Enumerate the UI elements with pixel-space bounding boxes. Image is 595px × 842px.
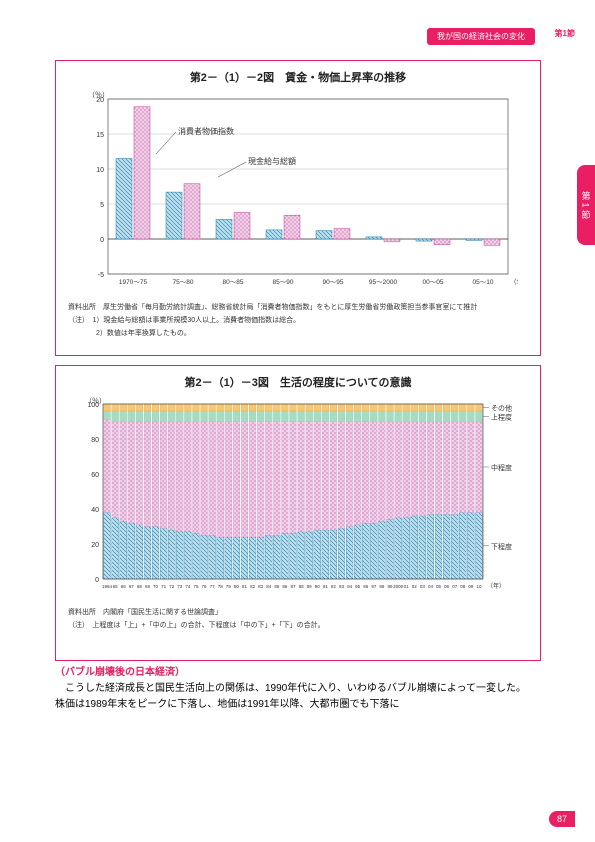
svg-text:現金給与総額: 現金給与総額 — [248, 156, 296, 166]
svg-text:09: 09 — [468, 584, 474, 589]
svg-text:1970～75: 1970～75 — [119, 279, 148, 286]
svg-text:98: 98 — [379, 584, 385, 589]
svg-text:69: 69 — [145, 584, 151, 589]
svg-text:79: 79 — [226, 584, 232, 589]
svg-text:83: 83 — [258, 584, 264, 589]
svg-text:71: 71 — [161, 584, 167, 589]
svg-text:下程度: 下程度 — [491, 542, 512, 551]
svg-text:2000: 2000 — [393, 584, 404, 589]
svg-text:87: 87 — [290, 584, 296, 589]
svg-text:95: 95 — [355, 584, 361, 589]
chart-1-note-2: 2）数値は年率換算したもの。 — [68, 329, 528, 338]
svg-text:74: 74 — [185, 584, 191, 589]
chart-1-source: 資料出所 厚生労働省「毎月勤労統計調査」、総務省統計局「消費者物価指数」をもとに… — [68, 303, 528, 312]
svg-text:85～90: 85～90 — [273, 279, 294, 286]
svg-text:07: 07 — [452, 584, 458, 589]
svg-text:92: 92 — [331, 584, 337, 589]
svg-text:94: 94 — [347, 584, 353, 589]
page-number: 87 — [549, 811, 575, 827]
svg-text:80: 80 — [91, 437, 99, 444]
svg-text:08: 08 — [460, 584, 466, 589]
svg-text:01: 01 — [404, 584, 410, 589]
svg-text:91: 91 — [323, 584, 329, 589]
sub-heading: （バブル崩壊後の日本経済） — [55, 665, 535, 681]
svg-text:89: 89 — [307, 584, 313, 589]
svg-text:67: 67 — [129, 584, 135, 589]
svg-text:82: 82 — [250, 584, 256, 589]
svg-text:75～80: 75～80 — [173, 279, 194, 286]
svg-text:76: 76 — [202, 584, 208, 589]
chart-2-box: 第2－（1）－3図 生活の程度についての意識 （％）02040608010019… — [55, 365, 541, 661]
chart-1-note-1: （注） 1）現金給与総額は事業所規模30人以上。消費者物価指数は総合。 — [68, 316, 528, 325]
svg-text:20: 20 — [91, 542, 99, 549]
svg-text:90: 90 — [315, 584, 321, 589]
svg-text:77: 77 — [210, 584, 216, 589]
svg-text:60: 60 — [91, 472, 99, 479]
svg-text:消費者物価指数: 消費者物価指数 — [178, 126, 234, 136]
chart-1-svg: （％）-5051015201970～7575～8080～8585～9090～95… — [68, 89, 518, 299]
svg-text:85: 85 — [274, 584, 280, 589]
svg-text:86: 86 — [282, 584, 288, 589]
svg-text:78: 78 — [218, 584, 224, 589]
svg-text:88: 88 — [299, 584, 305, 589]
svg-text:1964: 1964 — [102, 584, 113, 589]
svg-text:93: 93 — [339, 584, 345, 589]
svg-text:（年）: （年） — [510, 277, 518, 286]
svg-text:95～2000: 95～2000 — [369, 279, 398, 286]
svg-text:75: 75 — [193, 584, 199, 589]
header-section: 第1節 — [555, 28, 575, 39]
svg-text:80: 80 — [234, 584, 240, 589]
svg-text:10: 10 — [476, 584, 482, 589]
svg-text:97: 97 — [371, 584, 377, 589]
svg-text:中程度: 中程度 — [491, 463, 512, 472]
svg-text:05～10: 05～10 — [473, 279, 494, 286]
header-tag: 我が国の経済社会の変化 — [427, 28, 535, 45]
svg-text:06: 06 — [444, 584, 450, 589]
svg-text:66: 66 — [121, 584, 127, 589]
svg-text:0: 0 — [100, 237, 104, 244]
chart-2-svg: （％）0204060801001964656667686970717273747… — [68, 394, 518, 604]
svg-text:72: 72 — [169, 584, 175, 589]
svg-text:68: 68 — [137, 584, 143, 589]
chart-1-box: 第2－（1）－2図 賃金・物価上昇率の推移 （％）-5051015201970～… — [55, 60, 541, 356]
svg-text:80～85: 80～85 — [223, 279, 244, 286]
svg-text:81: 81 — [242, 584, 248, 589]
chart-2-source: 資料出所 内閣府「国民生活に関する世論調査」 — [68, 608, 528, 617]
chart-2-title: 第2－（1）－3図 生活の程度についての意識 — [68, 374, 528, 390]
svg-text:00～05: 00～05 — [423, 279, 444, 286]
body-text: （バブル崩壊後の日本経済） こうした経済成長と国民生活向上の関係は、1990年代… — [55, 665, 535, 713]
svg-text:05: 05 — [436, 584, 442, 589]
svg-text:上程度: 上程度 — [491, 412, 512, 421]
svg-text:100: 100 — [87, 402, 99, 409]
svg-text:96: 96 — [363, 584, 369, 589]
chart-2-note: （注） 上程度は「上」+「中の上」の合計、下程度は「中の下」+「下」の合計。 — [68, 621, 528, 630]
svg-text:10: 10 — [96, 167, 104, 174]
side-tab: 第 1 節 — [577, 165, 595, 245]
svg-text:73: 73 — [177, 584, 183, 589]
chart-1-title: 第2－（1）－2図 賃金・物価上昇率の推移 — [68, 69, 528, 85]
svg-text:03: 03 — [420, 584, 426, 589]
svg-text:65: 65 — [113, 584, 119, 589]
svg-text:その他: その他 — [491, 404, 512, 413]
svg-text:（年）: （年） — [487, 582, 505, 590]
svg-text:02: 02 — [412, 584, 418, 589]
svg-text:15: 15 — [96, 132, 104, 139]
svg-text:40: 40 — [91, 507, 99, 514]
svg-text:84: 84 — [266, 584, 272, 589]
svg-text:5: 5 — [100, 202, 104, 209]
svg-text:-5: -5 — [98, 272, 104, 279]
paragraph-1: こうした経済成長と国民生活向上の関係は、1990年代に入り、いわゆるバブル崩壊に… — [55, 681, 535, 713]
svg-text:90～95: 90～95 — [323, 279, 344, 286]
svg-text:04: 04 — [428, 584, 434, 589]
svg-text:20: 20 — [96, 97, 104, 104]
svg-text:70: 70 — [153, 584, 159, 589]
svg-text:0: 0 — [95, 577, 99, 584]
